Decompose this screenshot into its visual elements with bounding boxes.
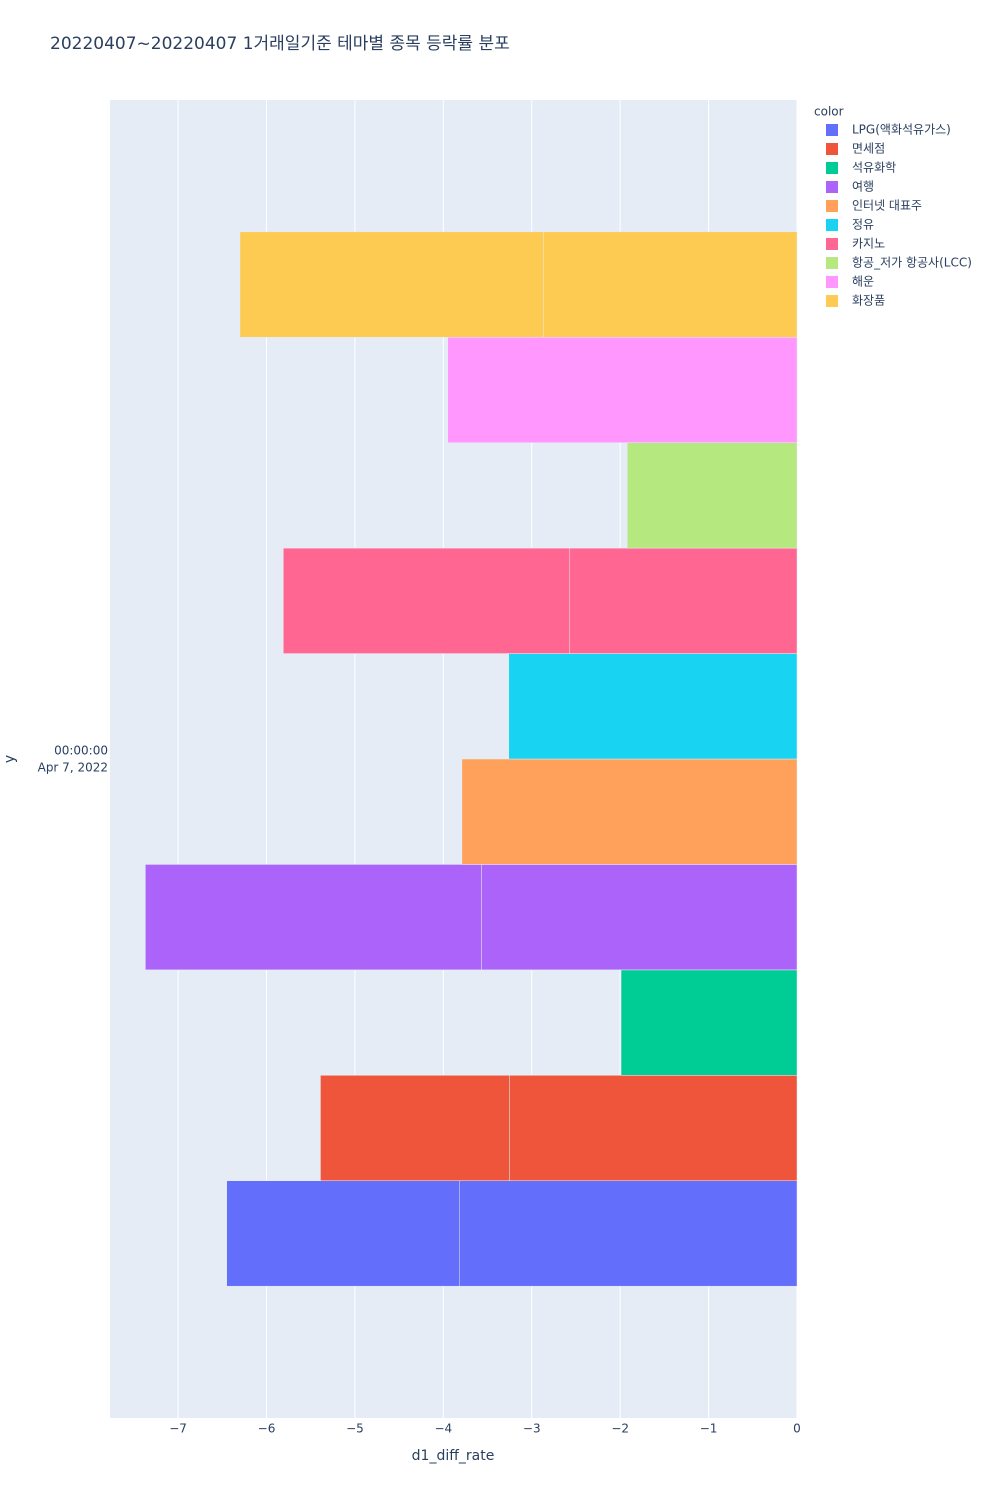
x-tick-label: −7: [169, 1422, 187, 1436]
bar: [145, 864, 482, 971]
legend-swatch: [826, 219, 838, 231]
bar: [542, 231, 798, 338]
bar: [461, 758, 798, 865]
bar: [283, 547, 571, 654]
y-axis-label: y: [2, 755, 18, 763]
legend-title: color: [814, 105, 844, 119]
y-tick-label: Apr 7, 2022: [38, 761, 108, 775]
legend-label: 항공_저가 항공사(LCC): [852, 256, 972, 270]
bar: [458, 1180, 798, 1287]
legend-swatch: [826, 257, 838, 269]
legend-swatch: [826, 181, 838, 193]
x-axis-label: d1_diff_rate: [412, 1448, 495, 1464]
legend-swatch: [826, 124, 838, 136]
x-tick-label: −4: [434, 1422, 452, 1436]
bar: [569, 547, 798, 654]
bar: [620, 969, 798, 1076]
legend-swatch: [826, 238, 838, 250]
x-tick-label: 0: [793, 1422, 801, 1436]
x-tick-label: −1: [700, 1422, 718, 1436]
x-tick-label: −6: [258, 1422, 276, 1436]
chart-title: 20220407~20220407 1거래일기준 테마별 종목 등락률 분포: [50, 34, 510, 54]
bar: [447, 336, 798, 443]
bar: [226, 1180, 460, 1287]
legend-swatch: [826, 200, 838, 212]
legend-label: 인터넷 대표주: [852, 199, 922, 213]
legend-label: 화장품: [852, 294, 885, 308]
legend-label: 카지노: [852, 237, 885, 251]
bar: [509, 1075, 798, 1182]
legend-swatch: [826, 143, 838, 155]
legend-swatch: [826, 276, 838, 288]
x-tick-label: −2: [611, 1422, 629, 1436]
bar: [320, 1075, 510, 1182]
legend-label: 정유: [852, 218, 874, 232]
legend-swatch: [826, 162, 838, 174]
bar: [626, 442, 798, 549]
bar: [239, 231, 544, 338]
legend-label: LPG(액화석유가스): [852, 123, 951, 137]
legend-swatch: [826, 295, 838, 307]
legend-label: 여행: [852, 179, 874, 194]
x-tick-label: −5: [346, 1422, 364, 1436]
legend-label: 해운: [852, 275, 874, 289]
legend-label: 석유화학: [852, 161, 896, 175]
legend-label: 면세점: [852, 142, 885, 156]
y-tick-label: 00:00:00: [54, 744, 108, 758]
bar: [508, 653, 798, 760]
bar: [481, 864, 798, 971]
x-tick-label: −3: [523, 1422, 541, 1436]
